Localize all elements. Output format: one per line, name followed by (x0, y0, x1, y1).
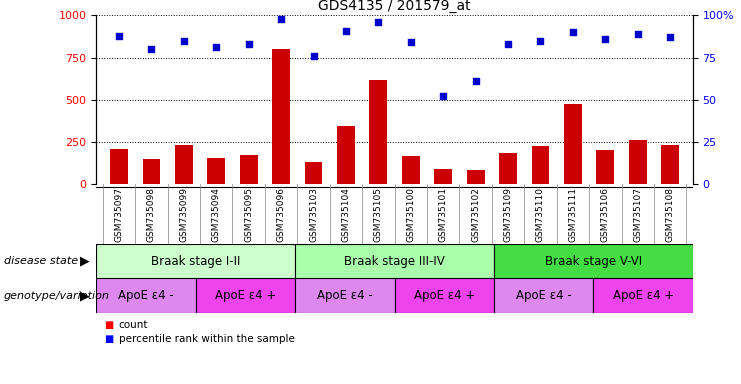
Bar (467, 170, 485, 184)
Text: GSM735106: GSM735106 (601, 187, 610, 242)
Text: ▶: ▶ (81, 289, 90, 302)
Bar (564, 104, 582, 184)
Point (210, 45, 222, 51)
Text: ApoE ε4 -: ApoE ε4 - (516, 289, 571, 302)
Point (664, 34, 676, 40)
Text: disease state: disease state (4, 256, 78, 266)
Point (308, 53, 319, 59)
Text: GSM735111: GSM735111 (568, 187, 577, 242)
Bar (142, 159, 160, 184)
Bar (295, 278, 395, 313)
Point (373, 19, 385, 25)
Point (632, 31, 644, 37)
Bar (305, 162, 322, 184)
Text: Braak stage V-VI: Braak stage V-VI (545, 255, 642, 268)
Point (534, 38, 546, 44)
Text: GSM735102: GSM735102 (471, 187, 480, 242)
Text: GSM735099: GSM735099 (179, 187, 188, 242)
Text: ApoE ε4 +: ApoE ε4 + (215, 289, 276, 302)
Text: GSM735107: GSM735107 (634, 187, 642, 242)
Bar (110, 149, 128, 184)
Bar (402, 156, 419, 184)
Bar (175, 146, 193, 184)
Text: GSM735095: GSM735095 (245, 187, 253, 242)
Text: GSM735103: GSM735103 (309, 187, 318, 242)
Text: ApoE ε4 -: ApoE ε4 - (118, 289, 174, 302)
Bar (494, 278, 594, 313)
Point (145, 46, 157, 52)
Bar (499, 153, 517, 184)
Text: GSM735109: GSM735109 (504, 187, 513, 242)
Bar (96, 244, 295, 278)
Point (567, 29, 579, 35)
Text: Braak stage III-IV: Braak stage III-IV (345, 255, 445, 268)
Text: Braak stage I-II: Braak stage I-II (151, 255, 240, 268)
Text: GSM735108: GSM735108 (665, 187, 674, 242)
Point (502, 41, 514, 47)
Text: ApoE ε4 +: ApoE ε4 + (413, 289, 475, 302)
Title: GDS4135 / 201579_at: GDS4135 / 201579_at (319, 0, 471, 13)
Text: ■: ■ (104, 334, 113, 344)
Text: GSM735094: GSM735094 (212, 187, 221, 242)
Point (437, 93, 449, 99)
Bar (434, 169, 452, 184)
Bar (597, 150, 614, 184)
Bar (196, 278, 295, 313)
Text: GSM735105: GSM735105 (374, 187, 383, 242)
Point (243, 41, 255, 47)
Bar (594, 278, 693, 313)
Bar (661, 145, 679, 184)
Bar (394, 278, 494, 313)
Text: ApoE ε4 -: ApoE ε4 - (317, 289, 373, 302)
Text: GSM735096: GSM735096 (276, 187, 285, 242)
Bar (370, 79, 388, 184)
Bar (272, 49, 290, 184)
Point (470, 78, 482, 84)
Text: ApoE ε4 +: ApoE ε4 + (613, 289, 674, 302)
Text: percentile rank within the sample: percentile rank within the sample (119, 334, 294, 344)
Point (178, 38, 190, 44)
Text: genotype/variation: genotype/variation (4, 291, 110, 301)
Text: GSM735098: GSM735098 (147, 187, 156, 242)
Bar (207, 158, 225, 184)
Bar (494, 244, 693, 278)
Text: count: count (119, 320, 148, 330)
Point (340, 28, 352, 34)
Bar (531, 146, 549, 184)
Bar (629, 139, 647, 184)
Bar (240, 155, 258, 184)
Point (275, 16, 287, 22)
Bar (295, 244, 494, 278)
Text: ▶: ▶ (81, 255, 90, 268)
Point (599, 36, 611, 42)
Bar (337, 126, 355, 184)
Point (113, 33, 125, 39)
Text: GSM735097: GSM735097 (115, 187, 124, 242)
Point (405, 39, 416, 45)
Text: ■: ■ (104, 320, 113, 330)
Text: GSM735110: GSM735110 (536, 187, 545, 242)
Bar (96, 278, 196, 313)
Text: GSM735104: GSM735104 (342, 187, 350, 242)
Text: GSM735100: GSM735100 (406, 187, 415, 242)
Text: GSM735101: GSM735101 (439, 187, 448, 242)
